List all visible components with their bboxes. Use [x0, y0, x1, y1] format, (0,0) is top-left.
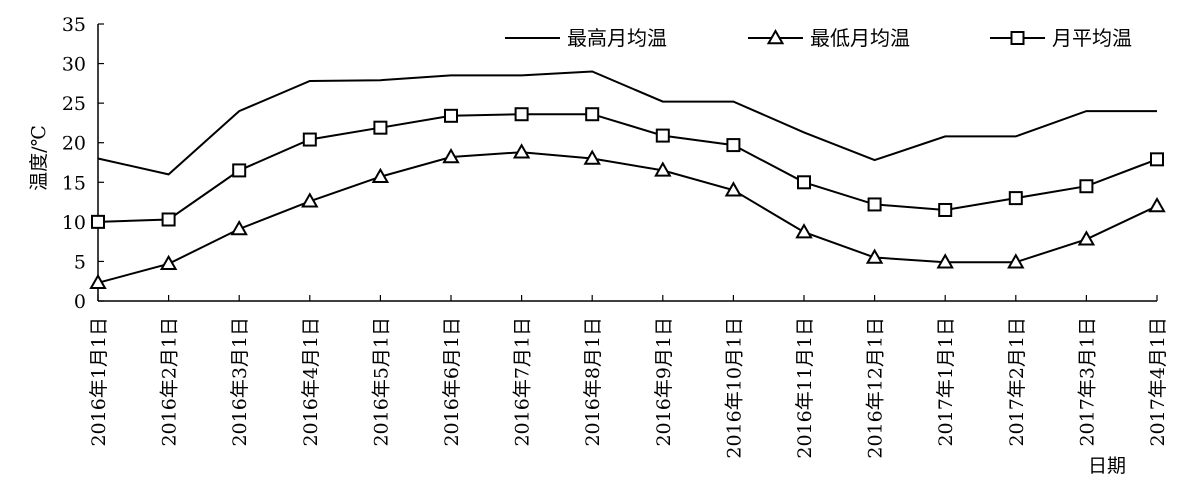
legend-item: 最低月均温: [748, 26, 910, 50]
data-point: [514, 107, 529, 122]
data-point: [512, 143, 531, 159]
legend-marker: [1010, 31, 1025, 45]
series-2: [89, 143, 1166, 290]
legend: 最高月均温 最低月均温 月平均温: [505, 26, 1132, 50]
data-point: [89, 273, 107, 290]
data-point: [373, 120, 388, 135]
data-point: [938, 202, 953, 217]
legend-label: 月平均温: [1052, 26, 1132, 50]
x-tick-label: 2016年3月1日: [229, 317, 251, 447]
x-tick-label: 2016年9月1日: [653, 317, 675, 447]
data-point: [865, 248, 884, 264]
x-tick-label: 2016年11月1日: [794, 317, 816, 459]
data-point: [867, 197, 882, 212]
x-tick-label: 2017年4月1日: [1147, 317, 1169, 447]
data-point: [161, 212, 176, 227]
y-tick-label: 5: [74, 251, 86, 273]
series-line: [97, 113, 1158, 223]
legend-label: 最低月均温: [810, 26, 910, 50]
data-point: [1077, 230, 1096, 246]
data-point: [230, 219, 248, 236]
legend-marker: [766, 28, 785, 45]
data-point: [724, 181, 743, 197]
series-line: [97, 151, 1158, 284]
series-3: [91, 107, 1164, 229]
series-layer: [89, 70, 1166, 290]
data-point: [795, 223, 813, 239]
legend-item: 月平均温: [990, 26, 1132, 50]
series-line: [97, 70, 1157, 176]
data-point: [654, 161, 672, 177]
x-tick-label: 2017年2月1日: [1006, 317, 1028, 447]
x-axis-title: 日期: [1088, 455, 1126, 477]
data-point: [371, 167, 390, 183]
y-axis-title: 温度/℃: [28, 125, 50, 191]
y-tick-label: 15: [62, 172, 86, 194]
x-tick-label: 2017年3月1日: [1076, 317, 1098, 447]
data-point: [442, 147, 460, 164]
x-tick-label: 2016年12月1日: [865, 317, 887, 459]
data-point: [159, 254, 178, 271]
y-tick-label: 10: [62, 212, 86, 234]
legend-label: 最高月均温: [567, 26, 667, 50]
y-tick-label: 35: [62, 14, 86, 36]
data-point: [1079, 179, 1094, 194]
data-point: [1008, 191, 1023, 206]
data-point: [302, 132, 317, 147]
x-tick-label: 2017年1月1日: [935, 317, 957, 447]
x-tick-label: 2016年4月1日: [300, 317, 322, 447]
y-tick-label: 25: [62, 93, 86, 115]
data-point: [91, 214, 105, 229]
x-tick-label: 2016年1月1日: [88, 317, 110, 447]
series-1: [97, 70, 1157, 176]
data-point: [1007, 253, 1025, 269]
legend-item: 最高月均温: [505, 26, 667, 50]
x-tick-label: 2016年7月1日: [512, 317, 534, 447]
data-point: [301, 192, 319, 208]
y-tick-label: 0: [74, 291, 86, 313]
data-point: [585, 107, 600, 122]
x-tick-label: 2016年5月1日: [370, 317, 392, 447]
y-tick-label: 30: [62, 54, 86, 76]
x-tick-label: 2016年10月1日: [723, 317, 745, 459]
y-tick-label: 20: [62, 133, 86, 155]
axes: 0 5 10 15 20 25 30 35 2016年1月1日 2016年2月1日 2016年3月1…: [62, 14, 1169, 459]
data-point: [655, 128, 670, 143]
data-point: [936, 253, 954, 269]
data-point: [797, 175, 811, 190]
data-point: [444, 108, 458, 123]
data-point: [583, 149, 601, 165]
x-tick-label: 2016年8月1日: [582, 317, 604, 447]
x-tick-label: 2016年2月1日: [159, 317, 181, 447]
data-point: [232, 163, 247, 178]
x-tick-label: 2016年6月1日: [441, 317, 463, 447]
data-point: [1150, 152, 1164, 167]
data-point: [1148, 197, 1166, 213]
data-point: [726, 138, 741, 153]
